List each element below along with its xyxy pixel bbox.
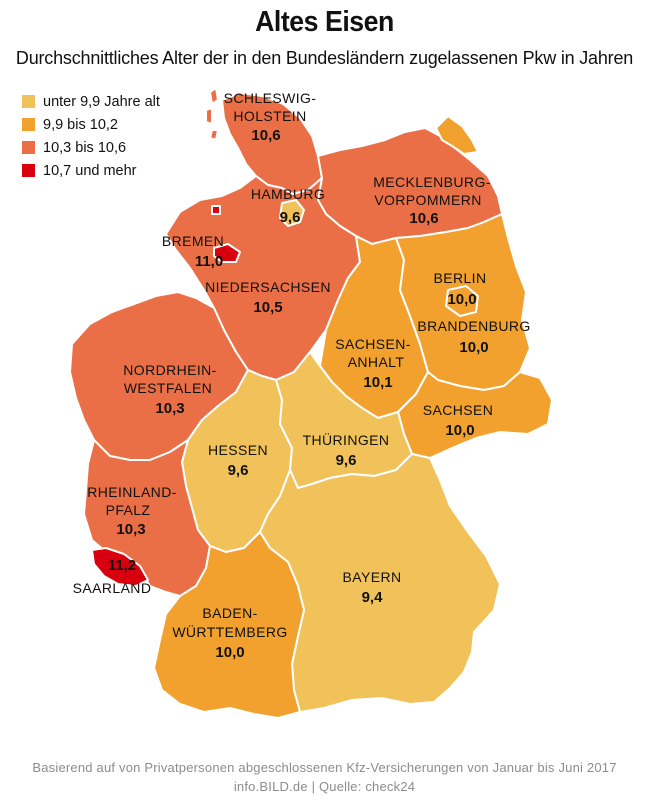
legend-swatch-mid	[22, 118, 35, 131]
legend-label-high: 10,3 bis 10,6	[43, 139, 127, 156]
label-sl: SAARLAND	[73, 580, 152, 596]
value-sl: 11,2	[108, 557, 136, 574]
label-mv-1: MECKLENBURG-	[373, 174, 491, 190]
footer-source: info.BILD.de | Quelle: check24	[233, 779, 416, 794]
label-bw-2: WÜRTTEMBERG	[172, 623, 287, 640]
label-nw-2: WESTFALEN	[124, 380, 212, 396]
value-bb: 10,0	[459, 339, 488, 356]
value-st: 10,1	[363, 374, 392, 391]
label-bb: BRANDENBURG	[417, 318, 530, 334]
value-hb: 11,0	[195, 253, 223, 270]
value-nw: 10,3	[155, 400, 184, 417]
value-sn: 10,0	[445, 422, 474, 439]
state-hamburg[interactable]	[279, 199, 305, 227]
label-sh-1: SCHLESWIG-	[224, 90, 317, 106]
legend-item-low: unter 9,9 Jahre alt	[22, 90, 160, 113]
legend-label-top: 10,7 und mehr	[43, 162, 137, 179]
page-title: Altes Eisen	[255, 6, 394, 38]
legend-item-mid: 9,9 bis 10,2	[22, 113, 160, 136]
footer: Basierend auf von Privatpersonen abgesch…	[0, 758, 649, 796]
legend-item-top: 10,7 und mehr	[22, 159, 160, 182]
legend-swatch-low	[22, 95, 35, 108]
label-st-1: SACHSEN-	[335, 336, 411, 352]
label-rp-1: RHEINLAND-	[87, 484, 177, 500]
legend-swatch-top	[22, 164, 35, 177]
label-mv-2: VORPOMMERN	[374, 192, 481, 208]
label-st-2: ANHALT	[348, 354, 405, 370]
value-hh: 9,6	[280, 209, 301, 226]
value-sh: 10,6	[251, 127, 280, 144]
value-th: 9,6	[336, 452, 357, 469]
label-be: BERLIN	[434, 270, 487, 286]
value-he: 9,6	[228, 462, 249, 479]
footer-note: Basierend auf von Privatpersonen abgesch…	[32, 760, 617, 775]
value-bw: 10,0	[215, 644, 244, 661]
value-mv: 10,6	[409, 210, 438, 227]
state-bremen-bremerhaven	[211, 205, 221, 215]
legend-swatch-high	[22, 141, 35, 154]
value-be: 10,0	[447, 291, 476, 308]
state-bremen[interactable]	[213, 243, 241, 263]
legend-item-high: 10,3 bis 10,6	[22, 136, 160, 159]
island-ruegen	[435, 115, 479, 155]
label-hh: HAMBURG	[251, 186, 325, 202]
value-ni: 10,5	[253, 299, 282, 316]
value-by: 9,4	[362, 589, 384, 606]
state-baden-wuerttemberg[interactable]	[153, 531, 305, 719]
legend-label-low: unter 9,9 Jahre alt	[43, 93, 160, 110]
island-sh-3	[209, 129, 219, 141]
label-hb: BREMEN	[162, 233, 224, 249]
state-saarland[interactable]	[91, 547, 149, 587]
island-sh-1	[209, 87, 219, 105]
label-bw-1: BADEN-	[202, 605, 257, 621]
island-sh-2	[205, 107, 213, 125]
legend: unter 9,9 Jahre alt 9,9 bis 10,2 10,3 bi…	[22, 90, 160, 182]
label-sn: SACHSEN	[423, 402, 493, 418]
legend-label-mid: 9,9 bis 10,2	[43, 116, 118, 133]
label-th: THÜRINGEN	[303, 431, 390, 448]
label-ni: NIEDERSACHSEN	[205, 279, 331, 295]
label-he: HESSEN	[208, 442, 268, 458]
label-rp-2: PFALZ	[106, 502, 151, 518]
state-berlin[interactable]	[445, 285, 479, 317]
label-by: BAYERN	[343, 569, 402, 585]
value-rp: 10,3	[116, 521, 145, 538]
label-sh-2: HOLSTEIN	[233, 108, 306, 124]
label-nw-1: NORDRHEIN-	[123, 362, 216, 378]
page-subtitle: Durchschnittliches Alter der in den Bund…	[15, 48, 634, 68]
